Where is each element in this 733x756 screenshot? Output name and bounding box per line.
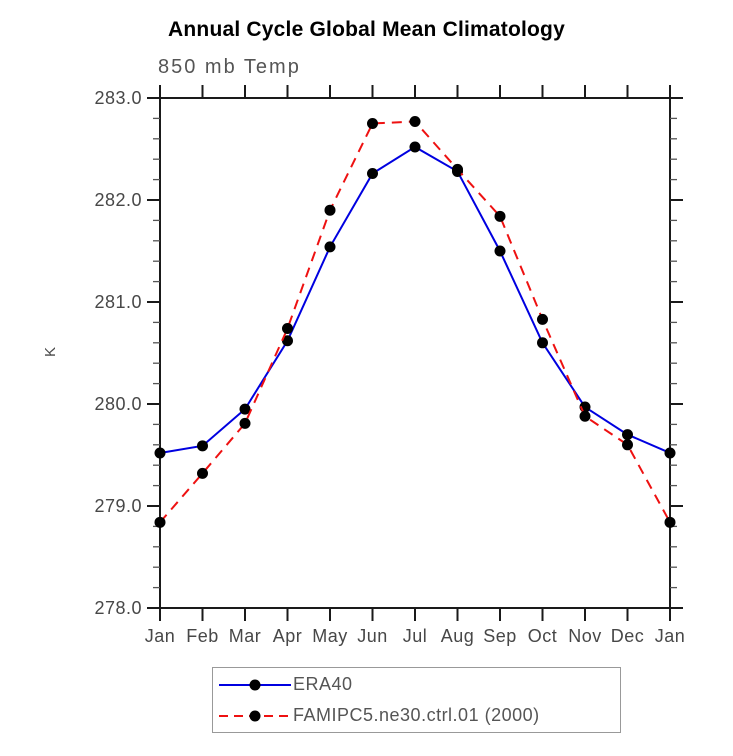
- data-point: [664, 516, 676, 528]
- data-point: [367, 118, 378, 129]
- data-point: [409, 115, 421, 127]
- data-point: [537, 337, 548, 349]
- series-line-1: [159, 120, 671, 523]
- data-point: [282, 323, 293, 335]
- data-point: [579, 410, 591, 422]
- y-tick-label: 278.0: [94, 598, 142, 618]
- y-axis-unit-label: K: [42, 347, 59, 357]
- x-tick-label: Nov: [568, 626, 602, 646]
- x-tick-label: May: [312, 626, 348, 646]
- x-tick-label: Jan: [145, 626, 176, 646]
- data-point: [239, 403, 251, 415]
- legend-label-era40: ERA40: [293, 674, 353, 694]
- data-point: [664, 447, 676, 459]
- legend-item-famipc5: FAMIPC5.ne30.ctrl.01 (2000): [213, 700, 620, 731]
- x-tick-label: Jan: [655, 626, 686, 646]
- famipc5-line-sample-icon: [219, 710, 291, 721]
- data-point: [154, 516, 166, 528]
- data-point: [494, 210, 506, 222]
- y-tick-label: 283.0: [94, 88, 142, 108]
- x-tick-label: Jul: [403, 626, 428, 646]
- data-point: [197, 467, 208, 479]
- series-line-0: [159, 145, 671, 454]
- x-tick-label: Sep: [483, 626, 517, 646]
- data-point: [537, 313, 548, 325]
- axis-frame: [159, 97, 671, 609]
- data-point: [324, 241, 336, 253]
- data-point: [324, 204, 336, 216]
- data-point: [282, 335, 293, 347]
- legend-label-famipc5: FAMIPC5.ne30.ctrl.01 (2000): [293, 705, 540, 725]
- x-tick-label: Jun: [357, 626, 388, 646]
- plot-area: Jan Feb Mar Apr May Jun Jul Aug Sep Oct Nov Dec Jan2…: [42, 85, 686, 646]
- y-tick-label: 279.0: [94, 496, 142, 516]
- x-tick-label: Mar: [229, 626, 262, 646]
- y-tick-label: 282.0: [94, 190, 142, 210]
- era40-line-sample-icon: [219, 679, 291, 690]
- data-point: [409, 141, 421, 153]
- y-tick-label: 281.0: [94, 292, 142, 312]
- data-point: [494, 245, 506, 257]
- x-tick-label: Apr: [273, 626, 303, 646]
- x-tick-label: Aug: [441, 626, 475, 646]
- data-point: [452, 163, 463, 175]
- legend-box: ERA40 FAMIPC5.ne30.ctrl.01 (2000): [212, 667, 621, 733]
- data-point: [197, 440, 208, 452]
- data-point: [367, 167, 378, 179]
- x-tick-label: Dec: [611, 626, 645, 646]
- data-point: [154, 447, 166, 459]
- legend-item-era40: ERA40: [213, 669, 620, 700]
- data-point: [239, 417, 251, 429]
- chart-subtitle: 850 mb Temp: [158, 56, 301, 78]
- x-tick-label: Feb: [186, 626, 219, 646]
- data-point: [622, 429, 633, 441]
- chart-title: Annual Cycle Global Mean Climatology: [168, 18, 565, 41]
- x-tick-label: Oct: [528, 626, 558, 646]
- y-tick-label: 280.0: [94, 394, 142, 414]
- data-point: [622, 439, 633, 451]
